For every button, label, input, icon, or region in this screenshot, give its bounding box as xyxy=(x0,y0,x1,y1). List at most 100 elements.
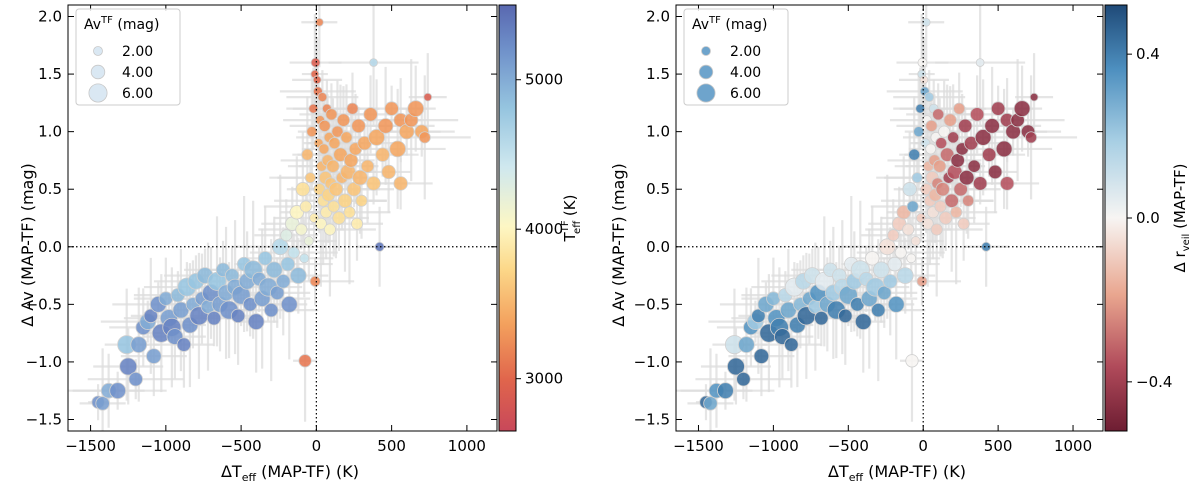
colorbar-tick-label: 0.4 xyxy=(1136,45,1160,63)
data-point xyxy=(280,256,295,272)
data-point xyxy=(299,200,312,213)
data-point xyxy=(917,57,928,68)
data-point xyxy=(935,137,948,150)
data-point xyxy=(326,159,340,173)
data-point xyxy=(310,57,321,68)
data-point xyxy=(910,236,921,246)
colorbar-label: TTFeff (K) xyxy=(560,195,583,243)
data-point xyxy=(995,140,1013,158)
legend-entries: 2.00 4.00 6.00 xyxy=(696,44,761,103)
data-point xyxy=(407,100,425,117)
y-tick-label: −1.0 xyxy=(26,353,62,371)
data-point xyxy=(289,267,307,284)
data-point xyxy=(906,200,919,213)
data-point xyxy=(975,58,985,67)
data-point xyxy=(369,58,378,67)
data-point xyxy=(119,357,138,376)
data-point xyxy=(331,125,344,138)
legend-title: AvTF (mag) xyxy=(692,15,767,33)
x-tick-label: 0 xyxy=(312,437,322,455)
x-tick-label: 500 xyxy=(377,437,406,455)
data-point xyxy=(905,354,919,368)
x-tick-label: −1500 xyxy=(65,437,116,455)
data-point xyxy=(312,75,322,85)
x-tick-label: −500 xyxy=(828,437,869,455)
data-point xyxy=(916,275,928,287)
data-point xyxy=(314,217,327,230)
data-point xyxy=(352,169,368,186)
data-point xyxy=(990,101,1006,116)
data-point xyxy=(883,274,898,289)
data-point xyxy=(130,336,148,353)
legend-marker xyxy=(88,83,108,103)
data-point xyxy=(950,206,963,219)
data-point xyxy=(270,285,285,301)
data-point xyxy=(736,371,751,387)
data-point xyxy=(738,336,755,353)
data-point xyxy=(295,223,308,236)
y-tick-label: −0.5 xyxy=(634,295,670,313)
data-point xyxy=(717,382,734,400)
data-point xyxy=(896,205,911,220)
data-point xyxy=(350,217,364,230)
colorbar-tick-label: 5000 xyxy=(525,71,563,89)
data-point xyxy=(1013,100,1031,117)
data-point xyxy=(206,310,222,326)
data-point xyxy=(894,246,907,259)
data-point xyxy=(877,285,892,301)
legend-label: 4.00 xyxy=(122,65,153,81)
data-point xyxy=(306,126,318,138)
data-point xyxy=(947,131,960,144)
data-point xyxy=(957,217,970,230)
x-axis-label: ΔTeff (MAP-TF) (K) xyxy=(828,462,966,484)
data-point xyxy=(423,92,433,102)
data-point xyxy=(921,17,931,27)
x-tick-label: 1000 xyxy=(448,437,486,455)
data-point xyxy=(287,246,300,259)
data-point xyxy=(950,153,965,168)
legend-marker xyxy=(701,46,711,56)
x-tick-label: −500 xyxy=(221,437,262,455)
data-point xyxy=(328,137,341,150)
legend-entries: 2.00 4.00 6.00 xyxy=(88,44,153,103)
data-point xyxy=(109,382,127,400)
data-point xyxy=(972,176,988,191)
data-point xyxy=(158,291,174,306)
data-point xyxy=(911,172,923,184)
colorbar: −0.4 0.0 0.4 Δ rveil (MAP-TF) xyxy=(1104,4,1192,432)
data-point xyxy=(933,159,947,173)
plot-area: AvTF (mag) 2.00 4.00 6.00 xyxy=(67,4,498,432)
x-tick-label: −1500 xyxy=(673,437,724,455)
y-tick-label: 0.0 xyxy=(38,238,62,256)
y-tick-label: 1.5 xyxy=(646,65,670,83)
data-point xyxy=(257,251,273,266)
data-point xyxy=(921,217,934,230)
data-point xyxy=(325,108,338,121)
y-tick-labels: −1.5 −1.0 −0.5 0.0 0.5 1.0 1.5 2.0 xyxy=(634,8,670,429)
y-axis-label: Δ Av (MAP-TF) (mag) xyxy=(18,163,37,327)
axis-ticks xyxy=(68,5,497,431)
colorbar-gradient xyxy=(1104,4,1128,432)
y-tick-label: 0.0 xyxy=(646,238,670,256)
data-point xyxy=(247,313,265,330)
data-point xyxy=(303,236,314,246)
data-point xyxy=(304,172,316,184)
data-point xyxy=(389,140,407,158)
y-tick-label: 2.0 xyxy=(38,8,62,26)
data-point xyxy=(1029,92,1039,102)
y-tick-label: −1.5 xyxy=(26,410,62,428)
data-point xyxy=(984,118,1000,134)
data-point xyxy=(932,108,945,121)
data-point xyxy=(265,261,283,279)
data-point xyxy=(340,131,353,144)
legend-title: AvTF (mag) xyxy=(84,15,159,33)
data-point xyxy=(953,102,966,115)
data-point xyxy=(908,148,921,161)
scatter-points xyxy=(699,17,1039,411)
data-point xyxy=(944,193,959,208)
x-tick-label: −1000 xyxy=(748,437,799,455)
y-tick-label: 0.5 xyxy=(646,180,670,198)
legend-marker xyxy=(698,64,714,80)
axes-frame xyxy=(675,4,1104,432)
